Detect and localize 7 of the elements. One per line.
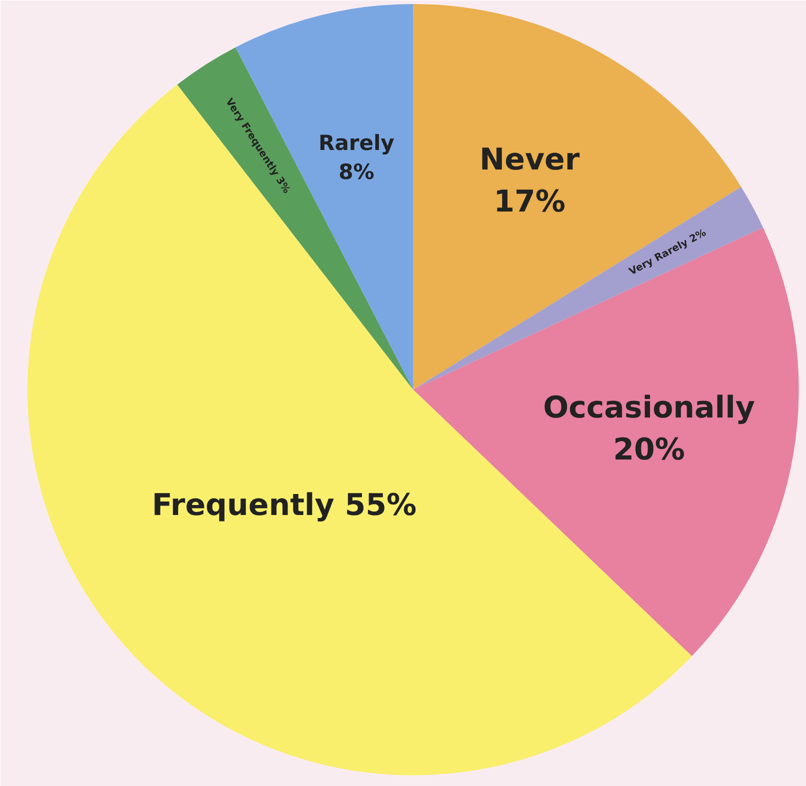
slice-label: Never bbox=[480, 142, 580, 178]
slice-label: Frequently 55% bbox=[152, 488, 417, 524]
data-label: 20% bbox=[613, 432, 685, 468]
data-label: 17% bbox=[494, 184, 566, 220]
data-label: 8% bbox=[338, 160, 374, 184]
slice-label: Rarely bbox=[318, 131, 395, 156]
slice-label: Occasionally bbox=[543, 390, 756, 426]
